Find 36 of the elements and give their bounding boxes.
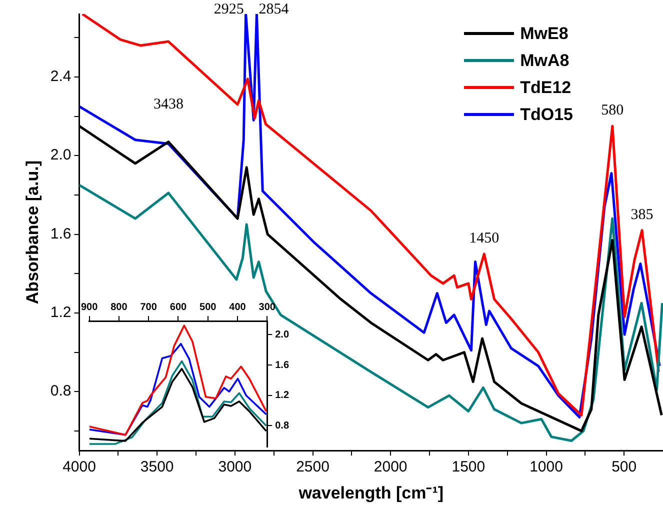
- legend-label: MwE8: [520, 24, 568, 44]
- x-tick-label: 1500: [452, 458, 486, 476]
- x-tick-label: 800: [110, 302, 128, 313]
- annotation: 2854: [258, 1, 290, 18]
- legend-label: TdE12: [520, 78, 572, 98]
- x-tick-label: 3000: [218, 458, 252, 476]
- y-tick-label: 1.6: [275, 360, 290, 371]
- y-axis-title: Absorbance [a.u.]: [22, 160, 42, 304]
- y-tick-label: 0.8: [50, 382, 72, 400]
- x-tick-label: 500: [612, 458, 637, 476]
- x-tick-label: 4000: [62, 458, 96, 476]
- legend-label: TdO15: [520, 104, 573, 124]
- legend-label: MwA8: [520, 50, 570, 70]
- x-tick-label: 2000: [374, 458, 408, 476]
- x-tick-label: 600: [170, 302, 187, 313]
- y-tick-label: 1.6: [50, 225, 72, 242]
- x-tick-label: 3500: [140, 458, 174, 476]
- annotation: 2925: [214, 1, 244, 18]
- y-tick-label: 2.0: [275, 329, 290, 340]
- x-axis-title: wavelength [cm⁻¹]: [298, 483, 444, 502]
- annotation: 580: [601, 102, 624, 119]
- y-tick-label: 1.2: [275, 390, 290, 402]
- x-tick-label: 700: [140, 302, 158, 313]
- x-tick-label: 300: [258, 302, 276, 313]
- annotation: 385: [630, 206, 654, 223]
- y-tick-label: 2.0: [50, 146, 72, 164]
- annotation: 1450: [469, 230, 500, 246]
- x-tick-label: 900: [81, 302, 98, 313]
- y-tick-label: 2.4: [50, 68, 72, 86]
- y-tick-label: 0.8: [275, 420, 290, 432]
- x-tick-label: 2500: [296, 458, 330, 476]
- x-tick-label: 500: [200, 302, 217, 313]
- x-tick-label: 1000: [530, 458, 563, 476]
- annotation: 3438: [153, 96, 184, 112]
- x-tick-label: 400: [229, 302, 246, 313]
- y-tick-label: 1.2: [50, 304, 72, 322]
